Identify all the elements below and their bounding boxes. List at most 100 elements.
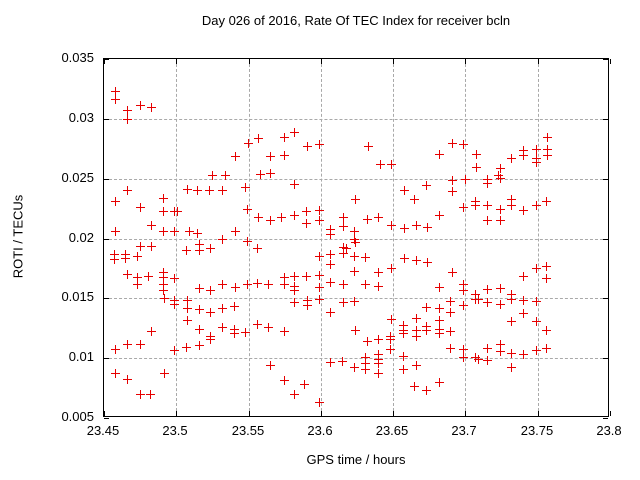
data-point xyxy=(280,151,290,161)
x-tick-label: 23.8 xyxy=(596,423,622,438)
data-point xyxy=(326,277,336,287)
y-tick-label: 0.035 xyxy=(61,50,94,65)
data-point xyxy=(472,163,482,173)
data-point xyxy=(254,134,264,144)
data-point xyxy=(158,268,168,278)
data-point xyxy=(364,141,373,151)
data-point xyxy=(229,329,239,339)
data-point xyxy=(518,349,528,359)
data-point xyxy=(339,213,349,223)
y-gridline xyxy=(104,298,608,299)
data-point xyxy=(122,185,132,195)
data-point xyxy=(206,244,216,254)
data-point xyxy=(326,230,336,240)
data-point xyxy=(410,195,420,205)
data-point xyxy=(518,295,528,305)
data-point xyxy=(204,185,214,195)
data-point xyxy=(290,128,300,138)
data-point xyxy=(495,164,505,174)
data-point xyxy=(531,317,541,327)
data-point xyxy=(434,329,444,339)
data-point xyxy=(531,263,541,273)
data-point xyxy=(543,133,553,143)
data-point xyxy=(217,185,227,195)
data-point xyxy=(207,171,217,181)
data-point xyxy=(280,273,290,283)
data-point xyxy=(183,304,193,314)
data-point xyxy=(280,280,290,290)
data-point xyxy=(434,324,444,334)
data-point xyxy=(349,267,359,277)
x-tick-label: 23.7 xyxy=(451,423,477,438)
data-point xyxy=(434,304,444,314)
data-point xyxy=(300,379,310,389)
data-point xyxy=(361,252,371,262)
data-point xyxy=(434,282,444,292)
data-point xyxy=(290,286,300,296)
data-point xyxy=(342,244,352,254)
data-point xyxy=(495,299,505,309)
data-point xyxy=(326,307,336,317)
data-point xyxy=(518,146,528,156)
data-point xyxy=(541,262,551,272)
data-point xyxy=(351,325,360,335)
data-point xyxy=(398,321,408,331)
data-point xyxy=(158,226,168,236)
data-point xyxy=(518,206,528,216)
data-point xyxy=(314,251,324,261)
data-point xyxy=(398,329,408,339)
data-point xyxy=(447,268,457,278)
data-point xyxy=(194,341,204,351)
data-point xyxy=(400,185,410,195)
data-point xyxy=(470,289,480,299)
data-point xyxy=(349,226,359,236)
data-point xyxy=(362,214,372,224)
data-point xyxy=(265,169,275,179)
data-point xyxy=(301,219,311,229)
y-tick-label: 0.01 xyxy=(68,349,94,364)
data-point xyxy=(280,327,290,337)
x-gridline xyxy=(465,59,466,416)
data-point xyxy=(410,382,420,392)
data-point xyxy=(339,221,349,231)
data-point xyxy=(494,171,504,181)
data-point xyxy=(374,354,384,364)
data-point xyxy=(132,251,142,261)
x-tick-mark xyxy=(249,411,250,416)
x-gridline xyxy=(321,59,322,416)
data-point xyxy=(252,319,262,329)
data-point xyxy=(541,196,551,206)
y-tick-label: 0.03 xyxy=(68,110,94,125)
y-tick-mark xyxy=(603,119,608,120)
data-point xyxy=(447,187,457,197)
data-point xyxy=(303,300,313,310)
y-tick-mark xyxy=(603,298,608,299)
data-point xyxy=(147,327,157,337)
x-tick-mark xyxy=(538,411,539,416)
data-point xyxy=(470,201,480,211)
x-gridline xyxy=(176,59,177,416)
data-point xyxy=(184,226,194,236)
y-tick-label: 0.025 xyxy=(61,170,94,185)
y-gridline xyxy=(104,179,608,180)
data-point xyxy=(206,335,216,345)
data-point xyxy=(290,210,300,220)
data-point xyxy=(217,234,227,244)
data-point xyxy=(229,301,239,311)
data-point xyxy=(206,286,216,296)
data-point xyxy=(411,325,421,335)
data-point xyxy=(362,336,372,346)
data-point xyxy=(421,181,431,191)
data-point xyxy=(531,201,541,211)
data-point xyxy=(361,359,371,369)
data-point xyxy=(265,215,275,225)
data-point xyxy=(543,145,553,155)
data-point xyxy=(326,358,336,368)
data-point xyxy=(111,344,120,354)
data-point xyxy=(541,274,551,284)
data-point xyxy=(349,234,359,244)
data-point xyxy=(495,215,505,225)
data-point xyxy=(446,327,456,337)
data-point xyxy=(160,368,170,378)
data-point xyxy=(531,153,541,163)
